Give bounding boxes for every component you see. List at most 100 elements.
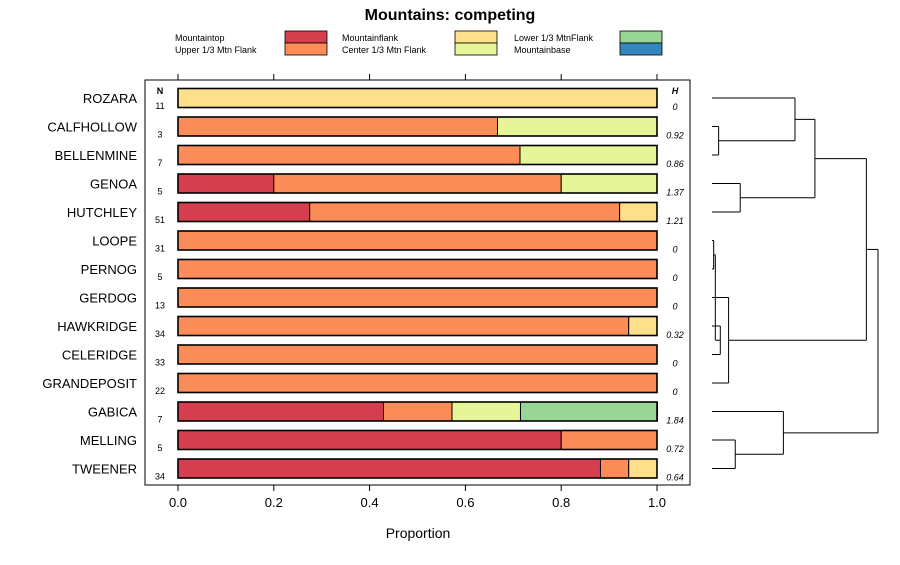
h-value-tweener: 0.64	[666, 473, 684, 483]
h-value-genoa: 1.37	[666, 188, 685, 198]
row-loope: LOOPE 31 0	[92, 230, 678, 255]
bar-segment-genoa-mountaintop	[177, 173, 275, 194]
site-label-hawkridge: HAWKRIDGE	[57, 319, 137, 334]
site-label-gerdog: GERDOG	[79, 291, 137, 306]
h-value-hawkridge: 0.32	[666, 330, 684, 340]
row-genoa: GENOA 5 1.37	[90, 173, 685, 198]
h-value-pernog: 0	[672, 273, 677, 283]
x-axis: 0.0 0.2 0.4 0.6 0.8 1.0	[169, 74, 666, 510]
bar-rows: ROZARA 11 0 CALFHOLLOW 3 0.92 BELLENMINE 7 0.86 G…	[42, 87, 685, 483]
bar-segment-hawkridge-upper-1-3-mtn-flank	[177, 316, 630, 336]
n-value-bellenmine: 7	[157, 158, 162, 168]
bar-segment-celeridge-upper-1-3-mtn-flank	[177, 344, 658, 365]
bar-segment-gabica-mountaintop	[177, 401, 384, 422]
n-value-grandeposit: 22	[155, 386, 165, 396]
bar-outline-gerdog	[177, 287, 658, 308]
n-value-genoa: 5	[157, 187, 162, 197]
bar-outline-pernog	[177, 258, 658, 280]
row-gabica: GABICA 7 1.84	[88, 401, 684, 426]
bar-segment-gabica-center-1-3-mtn-flank	[451, 401, 521, 422]
h-value-hutchley: 1.21	[666, 216, 684, 226]
site-label-grandeposit: GRANDEPOSIT	[42, 376, 137, 391]
site-label-celeridge: CELERIDGE	[62, 348, 137, 363]
bar-segment-melling-mountaintop	[177, 430, 562, 450]
bar-segment-calfhollow-upper-1-3-mtn-flank	[177, 116, 498, 137]
legend-swatch-mountainflank	[454, 30, 498, 44]
site-label-genoa: GENOA	[90, 177, 137, 192]
legend-swatch-mountainbase	[619, 42, 663, 56]
bar-segment-hutchley-mountainflank	[619, 202, 658, 222]
bar-segment-melling-upper-1-3-mtn-flank	[560, 430, 658, 450]
bar-segment-bellenmine-upper-1-3-mtn-flank	[177, 145, 521, 165]
site-label-tweener: TWEENER	[72, 462, 137, 477]
h-value-celeridge: 0	[672, 359, 677, 369]
h-value-melling: 0.72	[666, 444, 684, 454]
bar-outline-loope	[177, 230, 658, 251]
plot-frame	[144, 79, 691, 486]
h-value-loope: 0	[672, 245, 677, 255]
bar-segment-genoa-center-1-3-mtn-flank	[560, 173, 658, 194]
n-value-pernog: 5	[157, 272, 162, 282]
h-value-gabica: 1.84	[666, 416, 684, 426]
row-grandeposit: GRANDEPOSIT 22 0	[42, 372, 678, 397]
bar-segment-bellenmine-center-1-3-mtn-flank	[519, 145, 658, 165]
bar-outline-melling	[177, 429, 658, 451]
row-melling: MELLING 5 0.72	[80, 429, 684, 454]
n-value-celeridge: 33	[155, 358, 165, 368]
row-pernog: PERNOG 5 0	[81, 258, 678, 283]
site-label-gabica: GABICA	[88, 405, 137, 420]
n-value-calfhollow: 3	[157, 130, 162, 140]
bar-outline-celeridge	[177, 344, 658, 365]
n-value-melling: 5	[157, 443, 162, 453]
n-column-header: N	[157, 86, 164, 96]
bar-segment-pernog-upper-1-3-mtn-flank	[177, 259, 658, 279]
bar-segment-hawkridge-mountainflank	[628, 316, 658, 336]
row-calfhollow: CALFHOLLOW 3 0.92	[47, 116, 684, 141]
site-label-bellenmine: BELLENMINE	[55, 148, 138, 163]
n-value-gerdog: 13	[155, 301, 165, 311]
bar-outline-rozara	[177, 87, 658, 109]
bar-outline-bellenmine	[177, 144, 658, 166]
bar-segment-gabica-upper-1-3-mtn-flank	[382, 401, 453, 422]
bar-segment-loope-upper-1-3-mtn-flank	[177, 230, 658, 251]
bar-outline-tweener	[177, 458, 658, 479]
bar-outline-hawkridge	[177, 315, 658, 337]
h-value-calfhollow: 0.92	[666, 131, 684, 141]
h-value-rozara: 0	[672, 102, 677, 112]
row-bellenmine: BELLENMINE 7 0.86	[55, 144, 684, 169]
bar-outline-gabica	[177, 401, 658, 422]
x-axis-label: Proportion	[386, 525, 451, 541]
n-value-loope: 31	[155, 244, 165, 254]
bar-segment-hutchley-mountaintop	[177, 202, 311, 222]
bar-segment-gabica-lower-1-3-mtnflank	[519, 401, 658, 422]
legend-swatch-center-1-3-mtn-flank	[454, 42, 498, 56]
row-rozara: ROZARA 11 0	[83, 87, 678, 112]
bar-segment-genoa-upper-1-3-mtn-flank	[273, 173, 562, 194]
site-label-pernog: PERNOG	[81, 262, 137, 277]
x-tick-label-0-0: 0.0	[169, 495, 187, 510]
bar-outline-hutchley	[177, 201, 658, 223]
legend-label-mountainbase: Mountainbase	[514, 45, 571, 55]
x-tick-label-0-6: 0.6	[456, 495, 474, 510]
legend-label-mountainflank: Mountainflank	[342, 33, 399, 43]
bar-segment-hutchley-upper-1-3-mtn-flank	[309, 202, 621, 222]
h-value-grandeposit: 0	[672, 387, 677, 397]
row-celeridge: CELERIDGE 33 0	[62, 344, 678, 369]
bar-outline-grandeposit	[177, 372, 658, 394]
bar-segment-tweener-mountaintop	[177, 458, 601, 479]
bar-segment-gerdog-upper-1-3-mtn-flank	[177, 287, 658, 308]
bar-segment-tweener-mountainflank	[628, 458, 658, 479]
row-tweener: TWEENER 34 0.64	[72, 458, 684, 483]
bar-segment-rozara-mountainflank	[177, 88, 658, 108]
bar-outline-calfhollow	[177, 116, 658, 137]
site-label-hutchley: HUTCHLEY	[67, 205, 137, 220]
legend-label-mountaintop: Mountaintop	[175, 33, 225, 43]
site-label-rozara: ROZARA	[83, 91, 138, 106]
row-hawkridge: HAWKRIDGE 34 0.32	[57, 315, 684, 340]
legend-swatch-mountaintop	[284, 30, 328, 44]
row-gerdog: GERDOG 13 0	[79, 287, 678, 312]
x-tick-label-1-0: 1.0	[648, 495, 666, 510]
legend: Mountaintop Mountainflank Lower 1/3 MtnFla…	[175, 30, 663, 56]
site-label-calfhollow: CALFHOLLOW	[47, 120, 137, 135]
